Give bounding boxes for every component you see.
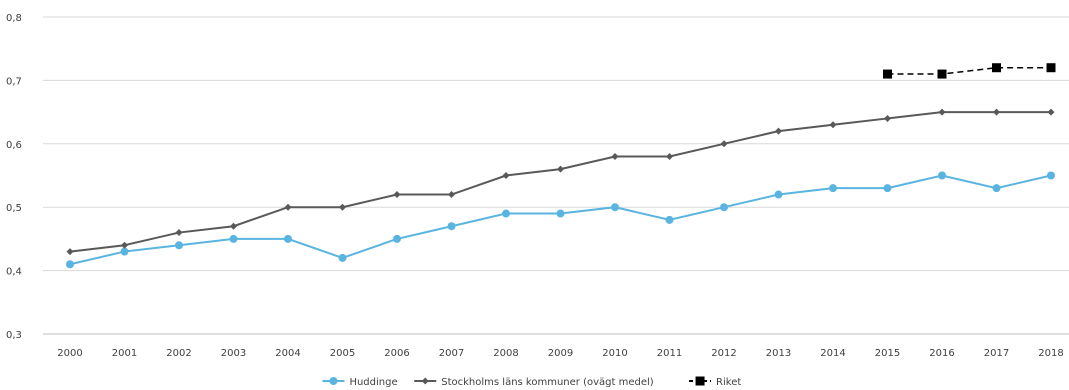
data-point — [556, 209, 565, 218]
x-tick-label: 2010 — [602, 348, 627, 359]
y-tick-label: 0,7 — [6, 76, 22, 87]
legend: Huddinge Stockholms läns kommuner (ovägt … — [322, 376, 741, 388]
data-point — [1047, 171, 1055, 180]
data-point — [938, 108, 946, 116]
data-point — [993, 108, 1000, 116]
data-point — [502, 172, 510, 179]
legend-item-1: Huddinge — [322, 377, 398, 388]
x-tick-label: 2014 — [820, 348, 845, 359]
data-point — [992, 184, 1001, 193]
x-tick-label: 2006 — [384, 348, 409, 359]
data-point — [883, 184, 892, 193]
legend-label: Stockholms läns kommuner (ovägt medel) — [441, 377, 654, 388]
data-point — [720, 203, 728, 212]
x-tick-label: 2005 — [330, 348, 355, 359]
data-point — [448, 191, 455, 199]
x-tick-label: 2013 — [766, 348, 791, 359]
data-point — [421, 377, 429, 385]
x-tick-label: 2003 — [221, 348, 246, 359]
data-point — [230, 222, 237, 230]
data-point — [666, 152, 673, 160]
y-tick-label: 0,8 — [6, 13, 22, 24]
data-point — [447, 222, 456, 231]
legend-label: Huddinge — [349, 377, 397, 388]
series-line — [69, 111, 1051, 253]
data-point — [611, 203, 619, 212]
x-tick-label: 2018 — [1038, 348, 1063, 359]
y-tick-label: 0,4 — [6, 267, 22, 278]
series-lines — [66, 63, 1056, 269]
data-point — [175, 229, 183, 237]
legend-label: Riket — [716, 377, 741, 388]
x-tick-label: 2007 — [439, 348, 464, 359]
data-point — [774, 190, 783, 199]
y-tick-label: 0,5 — [6, 203, 22, 214]
data-point — [66, 260, 74, 269]
data-point — [339, 203, 346, 211]
x-tick-label: 2004 — [275, 348, 300, 359]
data-point — [284, 203, 292, 211]
data-point — [557, 165, 564, 173]
data-point — [502, 209, 510, 218]
series-line — [69, 174, 1052, 266]
data-point — [720, 140, 728, 148]
data-point — [120, 247, 129, 256]
data-point — [393, 191, 401, 199]
data-point — [884, 114, 891, 122]
axes: 0,3 0,4 0,5 0,6 0,7 0,8 2000 2001 2002 2003 2004 20… — [6, 13, 1069, 359]
data-point — [992, 63, 1001, 73]
data-point — [665, 215, 674, 224]
series-line — [887, 66, 1051, 75]
data-point — [829, 184, 837, 193]
data-point — [938, 171, 946, 180]
x-tick-label: 2001 — [112, 348, 137, 359]
data-point — [829, 121, 837, 129]
data-point — [1047, 108, 1055, 116]
data-point — [175, 241, 183, 250]
data-point — [937, 69, 947, 79]
x-tick-label: 2000 — [57, 348, 82, 359]
x-tick-label: 2015 — [875, 348, 900, 359]
data-point — [611, 152, 619, 160]
x-tick-label: 2008 — [493, 348, 518, 359]
x-tick-label: 2009 — [548, 348, 573, 359]
x-tick-label: 2011 — [657, 348, 682, 359]
x-tick-label: 2017 — [984, 348, 1009, 359]
data-point — [883, 69, 892, 79]
series-3 — [883, 63, 1056, 79]
legend-item-2: Stockholms läns kommuner (ovägt medel) — [414, 377, 654, 388]
data-point — [695, 376, 705, 386]
y-tick-label: 0,6 — [6, 140, 22, 151]
x-tick-label: 2002 — [166, 348, 191, 359]
x-tick-label: 2012 — [711, 348, 736, 359]
data-point — [66, 248, 74, 256]
series-1 — [66, 171, 1055, 269]
x-tick-label: 2016 — [929, 348, 954, 359]
gridlines — [43, 16, 1069, 272]
series-2 — [66, 108, 1055, 256]
data-point — [338, 253, 347, 262]
data-point — [329, 377, 338, 385]
data-point — [1046, 63, 1056, 73]
legend-item-3: Riket — [689, 376, 741, 388]
data-point — [393, 234, 401, 243]
data-point — [121, 241, 128, 249]
y-tick-label: 0,3 — [6, 330, 22, 341]
data-point — [284, 234, 292, 243]
data-point — [229, 234, 238, 243]
data-point — [775, 127, 782, 135]
